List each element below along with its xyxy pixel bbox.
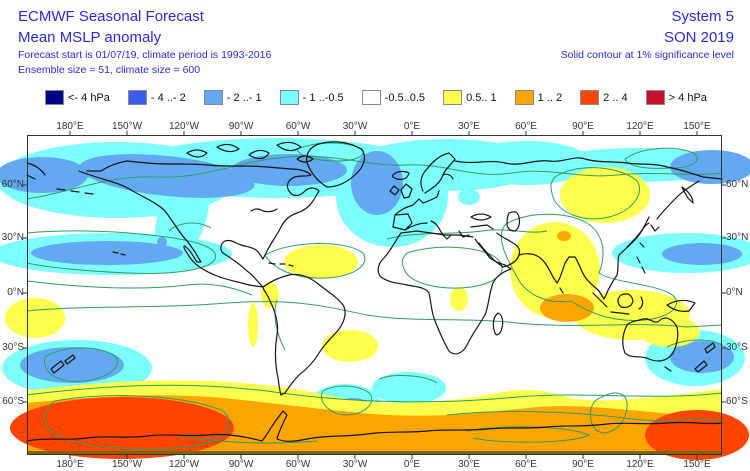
system-label: System 5 [671, 8, 734, 25]
lat-label-right: 30°N [726, 232, 749, 243]
lat-label-left: 60°S [2, 396, 24, 407]
lon-label-top: 180°E [56, 121, 84, 132]
legend-item-8: > 4 hPa [645, 90, 707, 105]
legend-item-7: 2 .. 4 [580, 90, 628, 105]
legend-item-2: - 2 ..- 1 [203, 90, 262, 105]
ensemble-size-line: Ensemble size = 51, climate size = 600 [18, 64, 201, 76]
legend-label: -0.5..0.5 [384, 91, 426, 104]
color-legend: <- 4 hPa - 4 ..- 2 - 2 ..- 1 - 1 ..-0.5 -0.5… [45, 90, 707, 105]
lon-label-top: 90°E [572, 121, 594, 132]
lon-label-bottom: 60°W [285, 459, 311, 470]
legend-swatch [514, 90, 534, 105]
lon-label-bottom: 150°W [111, 459, 143, 470]
legend-swatch [361, 90, 381, 105]
lon-label-top: 60°W [285, 121, 311, 132]
page-subtitle: Mean MSLP anomaly [18, 29, 162, 46]
legend-label: <- 4 hPa [68, 91, 110, 104]
legend-label: - 4 ..- 2 [150, 91, 186, 104]
lon-label-top: 30°E [458, 121, 480, 132]
legend-item-0: <- 4 hPa [45, 90, 110, 105]
lon-label-bottom: 30°W [342, 459, 368, 470]
legend-swatch [203, 90, 223, 105]
legend-item-6: 1 .. 2 [514, 90, 563, 105]
lat-label-left: 0°N [7, 287, 24, 298]
lon-label-bottom: 0°E [403, 459, 421, 470]
forecast-start-line: Forecast start is 01/07/19, climate peri… [18, 49, 272, 61]
lon-label-top: 60°E [515, 121, 537, 132]
lon-label-top: 150°E [683, 121, 711, 132]
coastlines [26, 141, 723, 442]
lon-label-top: 150°W [111, 121, 143, 132]
legend-item-1: - 4 ..- 2 [127, 90, 186, 105]
lon-label-bottom: 90°E [572, 459, 594, 470]
legend-label: - 1 ..-0.5 [302, 91, 344, 104]
lat-label-left: 30°N [1, 232, 24, 243]
lat-label-right: 60°N [726, 179, 749, 190]
legend-swatch [645, 90, 665, 105]
legend-label: - 2 ..- 1 [226, 91, 262, 104]
anomaly-field [0, 135, 750, 460]
legend-item-3: - 1 ..-0.5 [279, 90, 344, 105]
legend-label: 1 .. 2 [537, 91, 563, 104]
legend-item-4: -0.5..0.5 [361, 90, 426, 105]
legend-label: 0.5.. 1 [466, 91, 497, 104]
page-title: ECMWF Seasonal Forecast [18, 8, 204, 25]
lon-label-bottom: 150°E [683, 459, 711, 470]
legend-swatch [580, 90, 600, 105]
lat-label-right: 0°N [726, 287, 743, 298]
legend-swatch [127, 90, 147, 105]
lat-label-left: 30°S [2, 342, 24, 353]
lon-label-top: 90°W [228, 121, 254, 132]
legend-item-5: 0.5.. 1 [443, 90, 497, 105]
lon-label-bottom: 180°E [56, 459, 84, 470]
legend-label: > 4 hPa [668, 91, 707, 104]
lat-label-right: 60°S [726, 396, 748, 407]
season-label: SON 2019 [663, 29, 734, 46]
lon-label-top: 120°W [168, 121, 200, 132]
map-frame [23, 131, 726, 459]
lon-label-bottom: 90°W [228, 459, 254, 470]
header-left: ECMWF Seasonal Forecast Mean MSLP anomal… [18, 6, 271, 78]
lon-label-top: 0°E [403, 121, 421, 132]
lon-label-top: 120°E [626, 121, 654, 132]
lon-label-bottom: 120°W [168, 459, 200, 470]
legend-swatch [443, 90, 463, 105]
mslp-anomaly-map [0, 131, 750, 460]
legend-swatch [45, 90, 64, 105]
lat-label-left: 60°N [1, 179, 24, 190]
lon-label-top: 30°W [342, 121, 368, 132]
legend-label: 2 .. 4 [603, 91, 628, 104]
lon-label-bottom: 120°E [626, 459, 654, 470]
lon-label-bottom: 60°E [515, 459, 537, 470]
header-right: System 5 SON 2019 Solid contour at 1% si… [561, 6, 734, 63]
lon-label-bottom: 30°E [458, 459, 480, 470]
lat-label-right: 30°S [726, 342, 748, 353]
legend-swatch [279, 90, 299, 105]
significance-note: Solid contour at 1% significance level [560, 49, 734, 61]
